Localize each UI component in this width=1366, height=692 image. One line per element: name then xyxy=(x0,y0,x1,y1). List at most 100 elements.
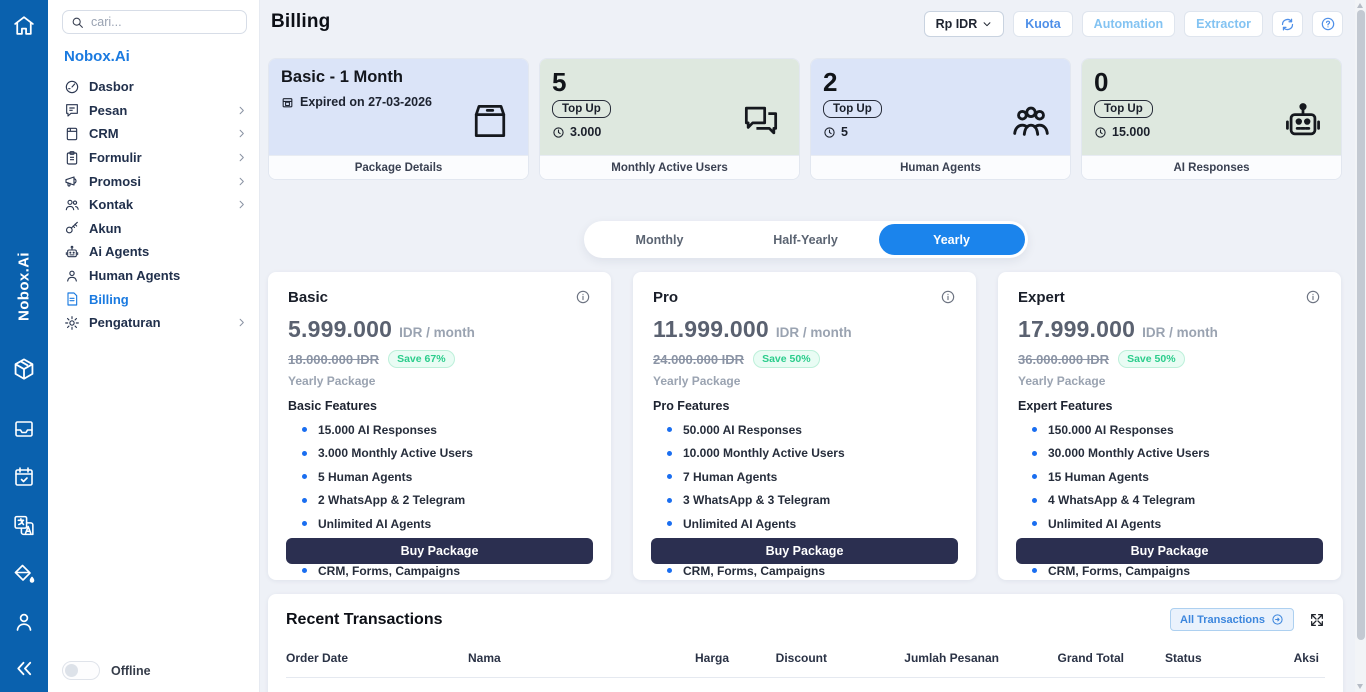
package-expiry: Expired on 27-03-2026 xyxy=(300,95,433,109)
tab-yearly[interactable]: Yearly xyxy=(878,224,1025,255)
clock-icon xyxy=(823,126,836,139)
all-transactions-button[interactable]: All Transactions xyxy=(1170,608,1294,631)
feature-item: 30.000 Monthly Active Users xyxy=(1018,446,1321,460)
home-icon[interactable] xyxy=(12,13,37,38)
column-header: Nama xyxy=(468,651,501,665)
package-title: Basic - 1 Month xyxy=(281,68,403,86)
top-up-button[interactable]: Top Up xyxy=(823,100,882,118)
feature-item: 2 WhatsApp & 2 Telegram xyxy=(288,493,591,507)
plan-price: 17.999.000 xyxy=(1018,316,1136,342)
sidebar-item-dasbor[interactable]: Dasbor xyxy=(62,75,247,99)
bullet-icon xyxy=(1032,427,1037,432)
rail-brand-vertical: Nobox.Ai xyxy=(15,252,33,322)
cube-logo-icon[interactable] xyxy=(11,356,38,383)
bullet-icon xyxy=(667,450,672,456)
buy-package-button[interactable]: Buy Package xyxy=(651,538,958,564)
plan-name: Basic xyxy=(288,289,329,306)
sidebar-item-ai-agents[interactable]: Ai Agents xyxy=(62,240,247,264)
chevron-right-icon xyxy=(236,199,247,210)
profile-icon[interactable] xyxy=(12,610,36,634)
feature-item: 15 Human Agents xyxy=(1018,470,1321,484)
info-icon[interactable] xyxy=(575,289,591,305)
paint-bucket-icon[interactable] xyxy=(12,562,36,586)
plan-card-basic: Basic 5.999.000 IDR / month 18.000.000 I… xyxy=(268,272,611,580)
sidebar-item-akun[interactable]: Akun xyxy=(62,217,247,241)
feature-item: Unlimited AI Agents xyxy=(1018,517,1321,531)
stat-value: 0 xyxy=(1094,67,1109,97)
feature-item: CRM, Forms, Campaigns xyxy=(1018,564,1321,578)
scroll-down-arrow[interactable] xyxy=(1357,684,1363,689)
sidebar-item-promosi[interactable]: Promosi xyxy=(62,169,247,193)
old-price: 18.000.000 IDR xyxy=(288,351,380,367)
translate-icon[interactable] xyxy=(12,513,37,538)
calendar-icon xyxy=(281,96,294,109)
search-input[interactable] xyxy=(91,15,238,29)
sidebar-item-kontak[interactable]: Kontak xyxy=(62,193,247,217)
stat-footer: Human Agents xyxy=(811,155,1070,179)
stat-footer: Package Details xyxy=(269,155,528,179)
feature-item: Unlimited AI Agents xyxy=(653,517,956,531)
clipboard-icon xyxy=(64,150,80,166)
package-icon xyxy=(468,99,512,143)
sidebar-item-billing[interactable]: Billing xyxy=(62,287,247,311)
plan-price-suffix: IDR / month xyxy=(399,325,475,340)
inbox-icon[interactable] xyxy=(12,417,36,441)
key-icon xyxy=(64,220,80,236)
kuota-button[interactable]: Kuota xyxy=(1013,11,1073,37)
buy-package-button[interactable]: Buy Package xyxy=(286,538,593,564)
currency-select[interactable]: Rp IDR xyxy=(923,11,1005,37)
stat-value: 5 xyxy=(552,67,567,97)
offline-toggle[interactable] xyxy=(62,661,100,680)
robot-icon xyxy=(64,244,80,260)
buy-package-button[interactable]: Buy Package xyxy=(1016,538,1323,564)
bullet-icon xyxy=(667,427,672,432)
sidebar-item-formulir[interactable]: Formulir xyxy=(62,146,247,170)
extractor-button[interactable]: Extractor xyxy=(1184,11,1263,37)
automation-button[interactable]: Automation xyxy=(1081,11,1176,37)
sidebar-item-human-agents[interactable]: Human Agents xyxy=(62,264,247,288)
chevron-right-icon xyxy=(236,317,247,328)
tab-monthly[interactable]: Monthly xyxy=(635,232,684,247)
expand-icon[interactable] xyxy=(1309,612,1325,628)
collapse-sidebar-icon[interactable] xyxy=(13,657,36,680)
gear-icon xyxy=(64,315,80,331)
chevron-right-icon xyxy=(236,105,247,116)
dashboard-icon xyxy=(64,79,80,95)
robot-icon xyxy=(1281,99,1325,143)
top-up-button[interactable]: Top Up xyxy=(552,100,611,118)
bullet-icon xyxy=(667,521,672,526)
sidebar-item-pesan[interactable]: Pesan xyxy=(62,99,247,123)
plan-card-expert: Expert 17.999.000 IDR / month 36.000.000… xyxy=(998,272,1341,580)
refresh-button[interactable] xyxy=(1272,11,1303,37)
features-title: Pro Features xyxy=(653,399,730,413)
sidebar-item-label: CRM xyxy=(89,126,119,142)
bullet-icon xyxy=(302,474,307,479)
bullet-icon xyxy=(1032,450,1037,456)
app-rail: Nobox.Ai xyxy=(0,0,48,692)
recent-transactions-section: Recent Transactions All Transactions Ord… xyxy=(268,594,1343,692)
sidebar-item-pengaturan[interactable]: Pengaturan xyxy=(62,311,247,335)
info-icon[interactable] xyxy=(1305,289,1321,305)
feature-item: 10.000 Monthly Active Users xyxy=(653,446,956,460)
notebook-icon xyxy=(64,126,80,142)
scrollbar-thumb[interactable] xyxy=(1356,10,1365,640)
megaphone-icon xyxy=(64,173,80,189)
sidebar-item-crm[interactable]: CRM xyxy=(62,122,247,146)
tab-half-yearly[interactable]: Half-Yearly xyxy=(773,232,838,247)
person-icon xyxy=(64,268,80,284)
chevron-right-icon xyxy=(236,176,247,187)
info-icon[interactable] xyxy=(940,289,956,305)
sidebar-item-label: Billing xyxy=(89,291,129,307)
save-badge: Save 50% xyxy=(753,350,820,368)
help-button[interactable] xyxy=(1312,11,1343,37)
save-badge: Save 50% xyxy=(1118,350,1185,368)
stat-card-ai-responses: 0 Top Up 15.000 AI Responses xyxy=(1081,58,1342,180)
refresh-icon xyxy=(1280,17,1295,32)
page-title: Billing xyxy=(271,11,331,32)
people-group-icon xyxy=(1008,97,1054,143)
top-up-button[interactable]: Top Up xyxy=(1094,100,1153,118)
scroll-up-arrow[interactable] xyxy=(1357,3,1363,8)
save-badge: Save 67% xyxy=(388,350,455,368)
calendar-check-icon[interactable] xyxy=(12,465,36,489)
page-scrollbar[interactable] xyxy=(1355,0,1366,692)
